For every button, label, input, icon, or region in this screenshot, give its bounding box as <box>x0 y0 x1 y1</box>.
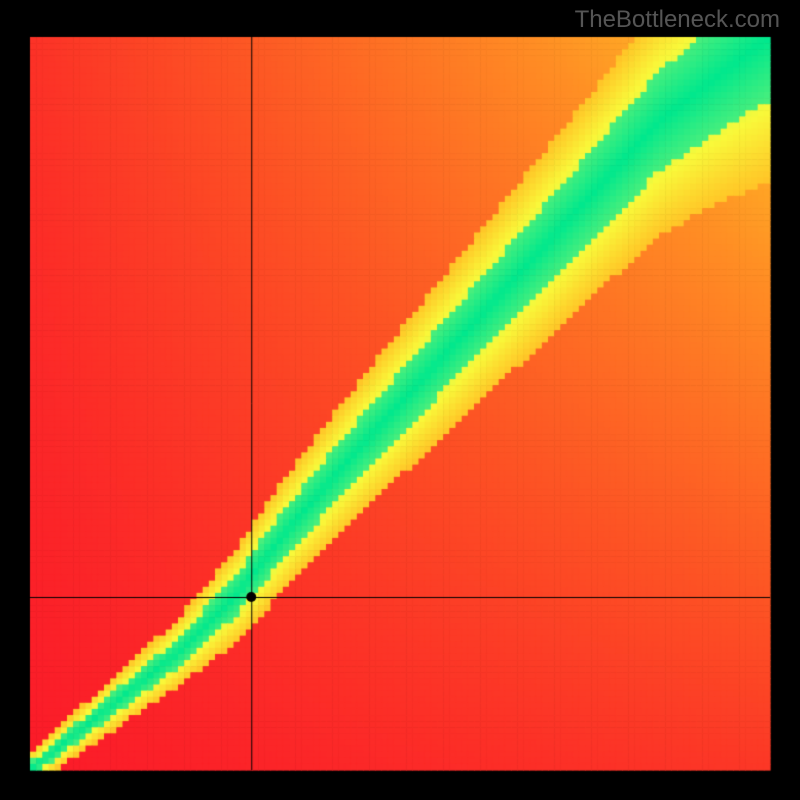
chart-container: TheBottleneck.com <box>0 0 800 800</box>
watermark-text: TheBottleneck.com <box>575 6 780 34</box>
heatmap-chart <box>0 0 800 800</box>
